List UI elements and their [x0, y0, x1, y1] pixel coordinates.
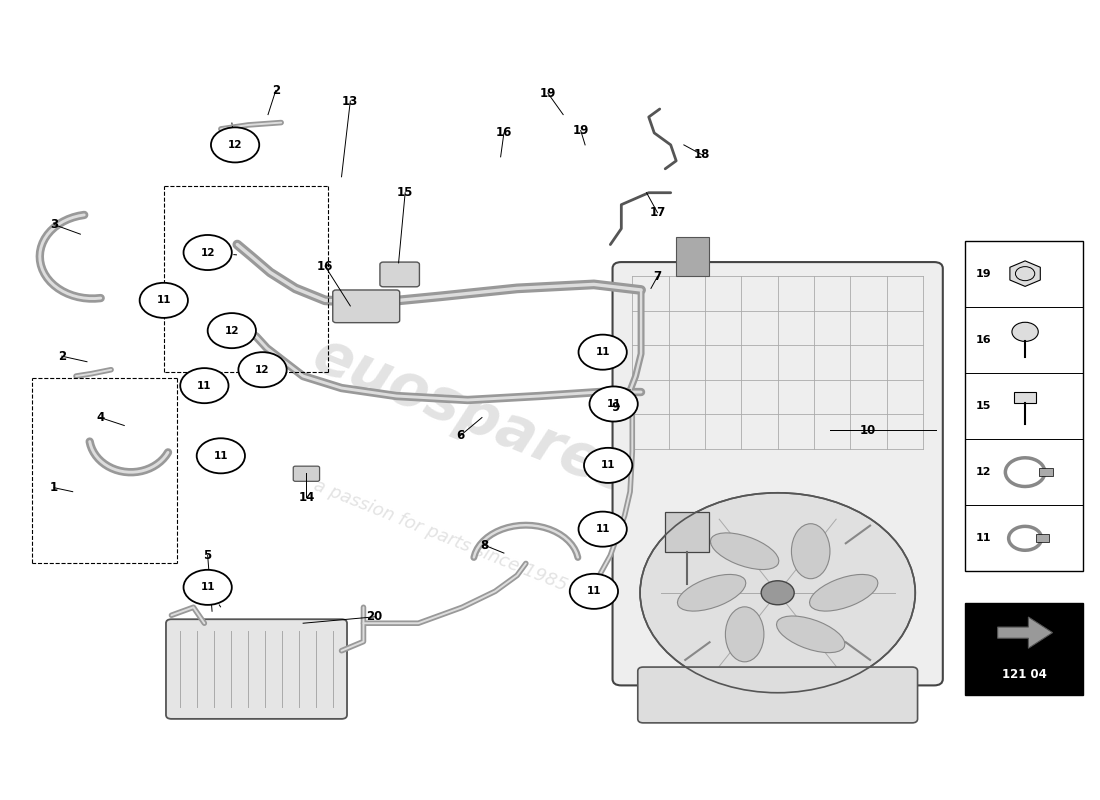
Text: 15: 15: [976, 401, 991, 411]
Text: 17: 17: [649, 206, 666, 219]
Bar: [1036, 534, 1049, 542]
Circle shape: [197, 438, 245, 474]
Polygon shape: [1010, 261, 1041, 286]
Text: 121 04: 121 04: [1002, 668, 1046, 682]
Circle shape: [184, 570, 232, 605]
Circle shape: [640, 493, 915, 693]
Circle shape: [184, 235, 232, 270]
Text: 16: 16: [976, 335, 991, 345]
Ellipse shape: [810, 574, 878, 611]
Text: 15: 15: [397, 186, 414, 199]
FancyBboxPatch shape: [638, 667, 917, 723]
Bar: [1014, 392, 1036, 402]
Text: 20: 20: [366, 610, 383, 623]
Circle shape: [208, 313, 256, 348]
Circle shape: [579, 334, 627, 370]
Ellipse shape: [711, 533, 779, 570]
Text: 19: 19: [976, 269, 991, 278]
Circle shape: [584, 448, 632, 483]
Bar: [676, 237, 710, 277]
Text: 5: 5: [204, 549, 212, 562]
Text: 11: 11: [213, 451, 228, 461]
Text: 14: 14: [298, 490, 315, 504]
Text: 10: 10: [860, 424, 877, 437]
Circle shape: [1012, 322, 1038, 342]
Bar: [965, 241, 1084, 571]
Text: 12: 12: [976, 467, 991, 477]
Text: 6: 6: [455, 430, 464, 442]
FancyBboxPatch shape: [613, 262, 943, 686]
Text: 1: 1: [50, 481, 58, 494]
Polygon shape: [998, 617, 1053, 648]
Text: 8: 8: [480, 538, 488, 551]
Text: 19: 19: [540, 86, 556, 99]
Text: 18: 18: [693, 148, 710, 161]
Circle shape: [180, 368, 229, 403]
Ellipse shape: [777, 616, 845, 653]
Text: euospares: euospares: [305, 326, 641, 506]
Text: 2: 2: [272, 84, 279, 97]
Bar: [666, 512, 710, 552]
Text: 11: 11: [976, 534, 991, 543]
Circle shape: [140, 283, 188, 318]
Circle shape: [590, 386, 638, 422]
Text: 11: 11: [156, 295, 170, 306]
Text: 12: 12: [200, 247, 214, 258]
Text: 19: 19: [572, 124, 588, 137]
Ellipse shape: [791, 524, 830, 578]
Text: 11: 11: [200, 582, 214, 592]
Ellipse shape: [725, 607, 763, 662]
Text: 11: 11: [601, 460, 615, 470]
Circle shape: [239, 352, 287, 387]
Text: 13: 13: [342, 94, 359, 107]
Circle shape: [579, 512, 627, 546]
Bar: [1040, 468, 1053, 476]
Text: 7: 7: [653, 270, 661, 283]
Text: 12: 12: [255, 365, 270, 374]
Ellipse shape: [678, 574, 746, 611]
Text: 16: 16: [496, 126, 513, 139]
Text: 11: 11: [197, 381, 211, 390]
FancyBboxPatch shape: [166, 619, 346, 719]
Text: 4: 4: [96, 411, 104, 424]
Text: 11: 11: [606, 399, 620, 409]
Text: 3: 3: [50, 218, 58, 231]
Text: 11: 11: [586, 586, 601, 596]
Text: a passion for parts since 1985: a passion for parts since 1985: [311, 476, 570, 594]
Circle shape: [211, 127, 260, 162]
Circle shape: [570, 574, 618, 609]
Bar: [965, 603, 1084, 695]
FancyBboxPatch shape: [294, 466, 320, 482]
Text: 12: 12: [228, 140, 242, 150]
FancyBboxPatch shape: [332, 290, 399, 322]
Text: 12: 12: [224, 326, 239, 336]
Text: 2: 2: [57, 350, 66, 362]
Text: 9: 9: [612, 402, 620, 414]
Text: 11: 11: [595, 524, 609, 534]
Circle shape: [761, 581, 794, 605]
Text: 16: 16: [317, 259, 333, 273]
FancyBboxPatch shape: [379, 262, 419, 286]
Text: 11: 11: [595, 347, 609, 357]
